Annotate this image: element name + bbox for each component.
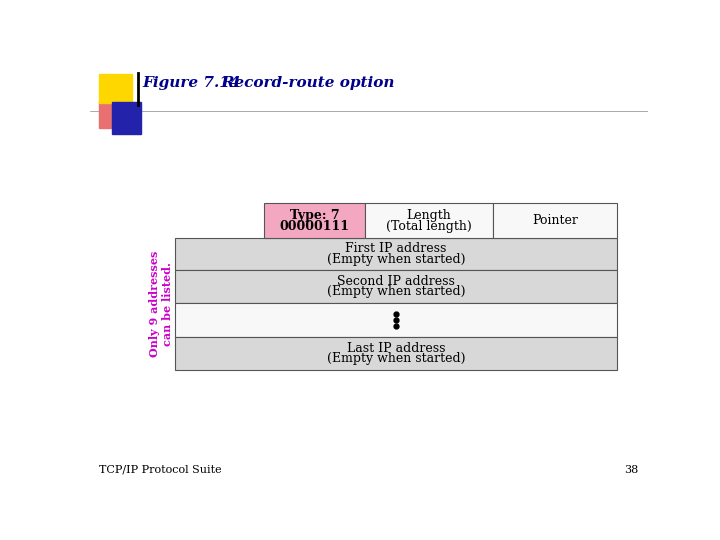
Bar	[175, 303, 617, 338]
Text: Pointer: Pointer	[532, 214, 578, 227]
Text: Record-route option: Record-route option	[206, 76, 395, 90]
Bar	[112, 102, 141, 134]
Text: (Empty when started): (Empty when started)	[327, 353, 465, 366]
Bar	[493, 204, 617, 238]
Bar	[175, 271, 617, 303]
Bar	[365, 204, 493, 238]
Text: TCP/IP Protocol Suite: TCP/IP Protocol Suite	[99, 465, 222, 475]
Bar	[264, 204, 365, 238]
Text: Type: 7: Type: 7	[290, 209, 340, 222]
Text: Only 9 addresses
can be listed.: Only 9 addresses can be listed.	[150, 251, 174, 357]
Text: (Empty when started): (Empty when started)	[327, 286, 465, 299]
Text: Length: Length	[407, 209, 451, 222]
Text: (Empty when started): (Empty when started)	[327, 253, 465, 266]
Bar	[99, 74, 132, 103]
Text: First IP address: First IP address	[346, 242, 447, 255]
Text: 00000111: 00000111	[280, 220, 350, 233]
Text: Last IP address: Last IP address	[347, 342, 446, 355]
Text: 38: 38	[624, 465, 639, 475]
Bar	[99, 101, 127, 128]
Text: Figure 7.14: Figure 7.14	[143, 76, 241, 90]
Text: (Total length): (Total length)	[386, 220, 472, 233]
Bar	[175, 238, 617, 271]
Bar	[175, 338, 617, 370]
Text: Second IP address: Second IP address	[337, 275, 455, 288]
